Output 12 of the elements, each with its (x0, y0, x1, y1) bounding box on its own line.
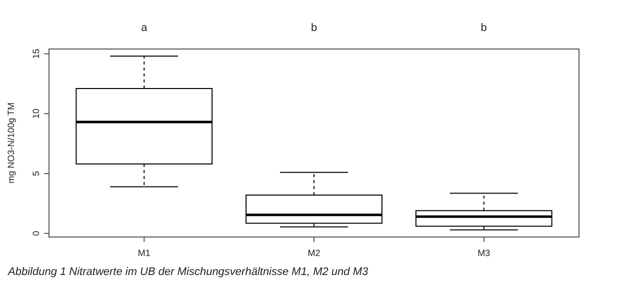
y-axis-title: mg NO3-N/100g TM (6, 102, 16, 184)
y-tick-label: 5 (31, 171, 41, 176)
y-tick-label: 15 (31, 48, 41, 59)
x-tick-label: M1 (138, 248, 150, 258)
text: b (480, 22, 487, 34)
text: b (310, 22, 318, 34)
y-tick-label: 0 (31, 230, 41, 236)
text: a (141, 22, 148, 34)
y-tick-label: 10 (31, 108, 41, 119)
text: Abbildung 1 Nitratwerte im UB der Mischungsverhältnisse M1, M2 und M3 (7, 266, 369, 278)
x-tick-label: M3 (478, 248, 490, 258)
x-tick-label: M2 (308, 248, 320, 258)
